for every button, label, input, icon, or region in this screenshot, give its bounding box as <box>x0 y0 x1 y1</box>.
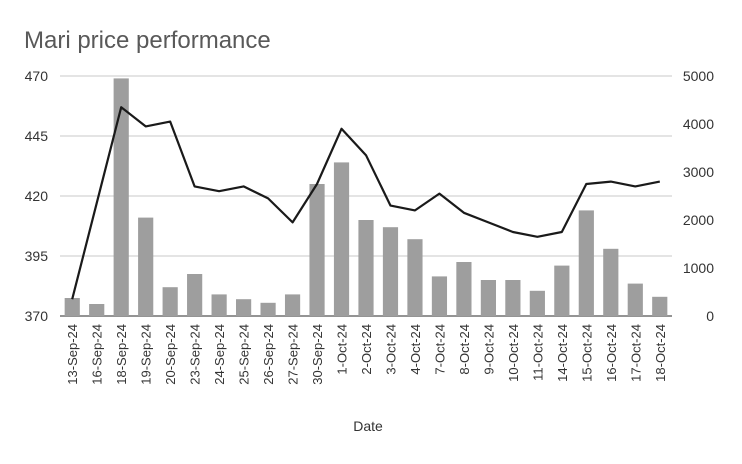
x-tick-label: 10-Oct-24 <box>506 324 521 382</box>
bar <box>284 294 301 316</box>
bar <box>162 287 178 316</box>
y-right-tick-label: 1000 <box>683 260 714 276</box>
bar <box>260 302 276 316</box>
x-tick-label: 18-Sep-24 <box>114 324 129 385</box>
bar <box>431 276 448 316</box>
x-tick-label: 25-Sep-24 <box>237 324 252 385</box>
x-tick-label: 16-Oct-24 <box>604 324 619 382</box>
x-tick-label: 30-Sep-24 <box>310 324 325 385</box>
y-right-tick-label: 0 <box>706 308 714 324</box>
bar <box>358 220 374 316</box>
x-tick-label: 19-Sep-24 <box>139 324 154 385</box>
bar <box>211 294 227 316</box>
bar <box>187 274 203 316</box>
x-tick-label: 24-Sep-24 <box>212 324 227 385</box>
bar <box>627 283 643 316</box>
x-axis-title: Date <box>353 418 383 434</box>
x-axis: 13-Sep-24 16-Sep-24 18-Sep-24 19-Sep-24 20-S… <box>65 324 668 385</box>
bar <box>236 299 252 316</box>
x-tick-label: 17-Oct-24 <box>628 324 643 382</box>
bar <box>89 304 105 316</box>
y-axis-left: 370 395 420 445 470 <box>25 68 49 324</box>
bar <box>333 162 350 316</box>
bar <box>309 184 325 316</box>
bar <box>505 280 521 316</box>
y-left-tick-label: 395 <box>25 248 49 264</box>
x-tick-label: 8-Oct-24 <box>457 324 472 375</box>
bar <box>529 290 545 316</box>
y-left-tick-label: 370 <box>25 308 49 324</box>
y-axis-right: 0 1000 2000 3000 4000 5000 <box>683 68 714 324</box>
bar <box>578 210 594 316</box>
y-right-tick-label: 4000 <box>683 116 714 132</box>
y-right-tick-label: 3000 <box>683 164 714 180</box>
chart-title: Mari price performance <box>24 27 271 54</box>
x-tick-label: 3-Oct-24 <box>383 324 398 375</box>
bar <box>382 227 399 316</box>
x-tick-label: 9-Oct-24 <box>481 324 496 375</box>
x-tick-label: 1-Oct-24 <box>335 324 350 375</box>
x-tick-label: 4-Oct-24 <box>408 324 423 375</box>
bar <box>480 280 496 316</box>
y-right-tick-label: 5000 <box>683 68 714 84</box>
line-series <box>71 106 661 300</box>
x-tick-label: 23-Sep-24 <box>188 324 203 385</box>
y-left-tick-label: 470 <box>25 68 49 84</box>
y-left-tick-label: 445 <box>25 128 49 144</box>
bar <box>138 217 154 316</box>
bar <box>603 248 619 316</box>
x-tick-label: 15-Oct-24 <box>579 324 594 382</box>
series-line <box>71 106 661 300</box>
y-left-tick-label: 420 <box>25 188 49 204</box>
bar <box>113 78 129 317</box>
x-tick-label: 11-Oct-24 <box>530 324 545 381</box>
bar <box>554 265 570 316</box>
x-tick-label: 7-Oct-24 <box>432 324 447 375</box>
y-right-tick-label: 2000 <box>683 212 714 228</box>
bar-series <box>64 78 668 317</box>
x-tick-label: 16-Sep-24 <box>90 324 105 385</box>
bar <box>64 298 80 316</box>
x-tick-label: 18-Oct-24 <box>653 324 668 382</box>
x-tick-label: 2-Oct-24 <box>359 324 374 375</box>
bar <box>652 296 668 316</box>
x-tick-label: 26-Sep-24 <box>261 324 276 385</box>
x-tick-label: 14-Oct-24 <box>555 324 570 382</box>
x-tick-label: 27-Sep-24 <box>286 324 301 385</box>
bar <box>456 262 472 316</box>
bar <box>407 239 423 316</box>
x-tick-label: 13-Sep-24 <box>65 324 80 385</box>
x-tick-label: 20-Sep-24 <box>163 324 178 385</box>
